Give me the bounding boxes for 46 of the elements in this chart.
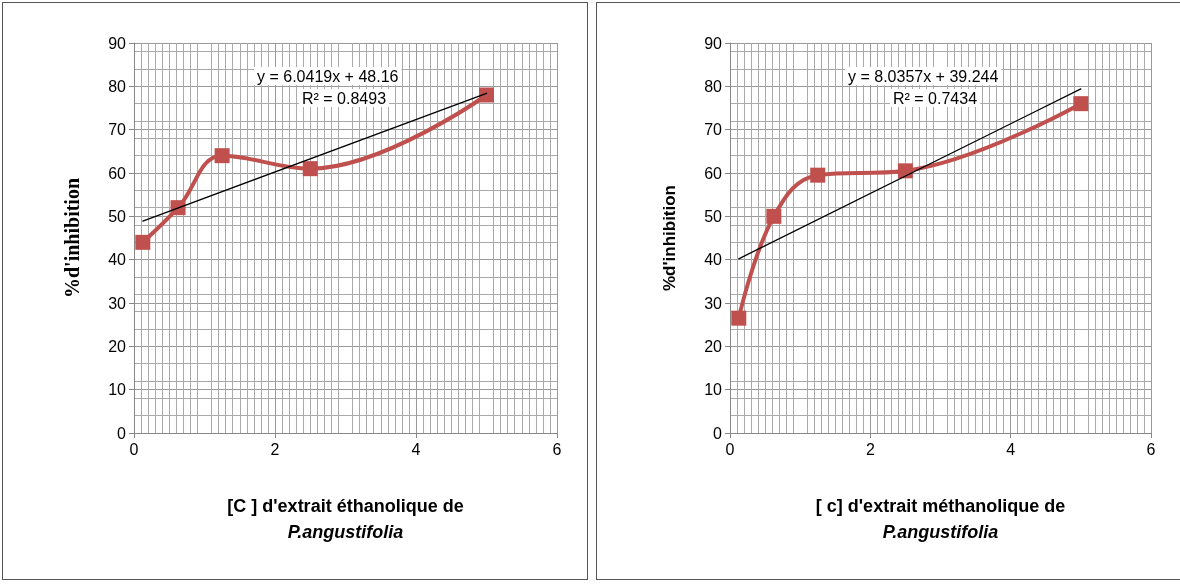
- y-tick-label: 20: [108, 337, 127, 355]
- y-tick-label: 80: [108, 77, 127, 95]
- y-tick-label: 80: [704, 77, 723, 95]
- y-tick-label: 10: [108, 381, 127, 399]
- y-tick-label: 30: [704, 294, 723, 312]
- y-tick-label: 60: [704, 164, 723, 182]
- x-tick-label: 4: [411, 440, 421, 458]
- point: [302, 161, 318, 177]
- point: [1073, 96, 1089, 112]
- y-tick-label: 50: [108, 207, 127, 225]
- x-tick-label: 0: [129, 440, 139, 458]
- point: [170, 200, 186, 216]
- point: [766, 208, 782, 224]
- y-tick-label: 50: [704, 207, 723, 225]
- x-tick-label: 0: [725, 440, 735, 458]
- y-axis-title: %d'inhibition: [660, 184, 679, 292]
- y-tick-label: 20: [704, 337, 723, 355]
- y-tick-label: 0: [117, 424, 127, 442]
- y-tick-label: 40: [704, 251, 723, 269]
- x-axis-title: [C ] d'extrait éthanolique de P.angustifolia: [227, 496, 464, 542]
- y-tick-label: 0: [713, 424, 723, 442]
- annotation: R² = 0.7434: [893, 89, 978, 107]
- point: [897, 163, 913, 179]
- point: [479, 87, 494, 103]
- point: [810, 167, 826, 183]
- annotation: R² = 0.8493: [302, 89, 387, 107]
- x-tick-label: 4: [1006, 440, 1016, 458]
- y-tick-label: 60: [108, 164, 127, 182]
- y-tick-label: 40: [108, 251, 127, 269]
- x-axis-title: [ c] d'extrait méthanolique de P.angustifolia: [815, 496, 1066, 542]
- annotation: y = 8.0357x + 39.244: [848, 67, 999, 85]
- x-tick-label: 2: [270, 440, 280, 458]
- y-tick-label: 30: [108, 294, 127, 312]
- point: [135, 234, 151, 250]
- x-tick-label: 6: [552, 440, 562, 458]
- y-tick-label: 70: [108, 121, 127, 139]
- y-tick-label: 70: [704, 121, 723, 139]
- y-tick-label: 10: [704, 381, 723, 399]
- y-tick-label: 90: [704, 34, 723, 52]
- x-tick-label: 6: [1146, 440, 1156, 458]
- x-tick-label: 2: [865, 440, 875, 458]
- y-tick-label: 90: [108, 34, 127, 52]
- annotation: y = 6.0419x + 48.16: [257, 67, 399, 85]
- point: [214, 148, 230, 164]
- point: [731, 310, 747, 326]
- y-axis-title: %d'inhibition: [61, 177, 83, 299]
